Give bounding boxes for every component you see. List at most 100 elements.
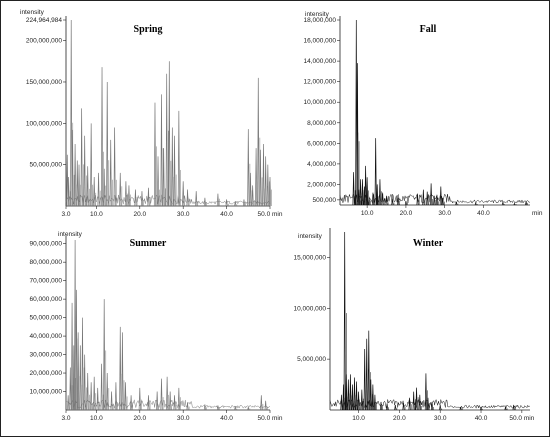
spring-y-tick-label: 50,000,000 (29, 162, 62, 169)
fall-peak (441, 197, 444, 206)
fall-y-tick-label: 500,000 (313, 197, 337, 204)
summer-peak (121, 332, 124, 411)
fall-baseline-trace (339, 193, 531, 204)
summer-y-tick-label: 90,000,000 (29, 241, 62, 248)
fall-y-tick-label: 10,000,000 (303, 99, 336, 106)
fall-peak (366, 177, 369, 206)
spring-peak (77, 164, 81, 207)
summer-y-axis-label: intensity (58, 231, 83, 238)
spring-y-axis-label: intensity (20, 9, 45, 16)
summer-peak (86, 373, 89, 411)
summer-peak (130, 395, 133, 411)
winter-peak (412, 391, 415, 411)
spring-peak (242, 199, 246, 207)
fall-y-tick-label: 8,000,000 (307, 120, 336, 127)
fall-peak (426, 191, 429, 206)
winter-peak (363, 348, 366, 411)
fall-x-tick-label: 20.0 (400, 210, 413, 217)
summer-peak (74, 239, 77, 411)
summer-peak (260, 395, 263, 411)
winter-peak (379, 401, 383, 411)
spring-peak (268, 177, 272, 207)
summer-y-tick-label: 10,000,000 (29, 389, 62, 396)
winter-peak (430, 401, 434, 411)
spring-peak (259, 149, 262, 207)
fall-peak (352, 172, 355, 206)
fall-chart: 500,000 2,000,000 4,000,000 6,000,000 8,000,… (303, 11, 542, 217)
summer-peak (100, 363, 103, 411)
fall-peak (525, 201, 528, 206)
winter-peak (353, 377, 356, 411)
spring-x-tick-label: 40.0 (220, 211, 233, 218)
summer-peak (156, 391, 159, 411)
summer-peak (124, 382, 127, 411)
summer-peak (79, 345, 82, 411)
fall-y-tick-label: 16,000,000 (303, 38, 336, 45)
fall-x-tick-label: 40.0 (477, 210, 490, 217)
fall-peak (381, 192, 384, 206)
winter-peak (340, 394, 343, 411)
winter-peak (386, 403, 389, 411)
summer-peak (96, 387, 99, 411)
winter-peak (367, 330, 370, 411)
fall-peak (435, 194, 438, 206)
summer-x-tick-label: 3.0 (61, 415, 70, 422)
summer-peak (77, 332, 80, 411)
summer-peak (169, 391, 172, 411)
fall-y-tick-label: 12,000,000 (303, 79, 336, 86)
summer-peak (247, 407, 250, 411)
winter-chart: 5,000,000 10,000,000 15,000,000 10.0 20.0 30.… (293, 228, 535, 422)
spring-peak (113, 127, 116, 207)
summer-peak (160, 378, 163, 411)
summer-y-tick-label: 40,000,000 (29, 333, 62, 340)
summer-peak (166, 376, 169, 411)
fall-title: Fall (420, 24, 437, 35)
fall-peak (404, 200, 407, 206)
fall-y-tick-label: 14,000,000 (303, 58, 336, 65)
spring-baseline-trace (65, 194, 271, 205)
fall-peak (439, 186, 442, 206)
winter-y-tick-label: 10,000,000 (293, 305, 326, 312)
spring-peak (83, 135, 86, 207)
fall-y-tick-label: 4,000,000 (307, 161, 336, 168)
summer-peak (114, 382, 117, 411)
winter-x-tick-label: 40.0 (475, 415, 488, 422)
summer-peak (71, 302, 74, 411)
winter-peak (504, 406, 507, 411)
fall-peak (433, 195, 436, 206)
spring-peak (67, 177, 70, 207)
winter-peak (439, 404, 442, 411)
winter-peak (360, 389, 363, 411)
summer-y-tick-label: 70,000,000 (29, 278, 62, 285)
winter-peak (426, 397, 430, 411)
summer-peak (106, 373, 109, 411)
spring-x-tick-label: 3.0 (61, 211, 70, 218)
winter-peak (415, 387, 418, 411)
spring-peak (266, 164, 269, 207)
spring-peak (140, 191, 144, 207)
spring-peak (249, 172, 252, 207)
spring-peak (153, 102, 157, 207)
spring-peak (80, 108, 83, 207)
winter-peak (408, 397, 411, 411)
summer-peak (69, 367, 72, 411)
winter-peak (355, 381, 358, 411)
spring-peak (251, 185, 254, 207)
spring-peak (182, 181, 185, 207)
spring-peak (103, 168, 106, 207)
winter-y-tick-label: 15,000,000 (293, 254, 326, 261)
spring-x-tick-label: 30.0 (177, 211, 190, 218)
spring-x-tick-label: 10.0 (90, 211, 103, 218)
summer-peak (90, 382, 93, 411)
spring-peak (225, 199, 228, 207)
winter-peak (349, 374, 352, 411)
spring-peak (109, 139, 112, 207)
spring-peak (257, 77, 260, 207)
summer-peak (203, 404, 206, 411)
winter-peak (357, 391, 360, 411)
fall-peak (376, 184, 379, 206)
winter-peak (369, 379, 372, 411)
spring-peak (76, 160, 79, 207)
spring-y-tick-label: 100,000,000 (26, 120, 63, 127)
